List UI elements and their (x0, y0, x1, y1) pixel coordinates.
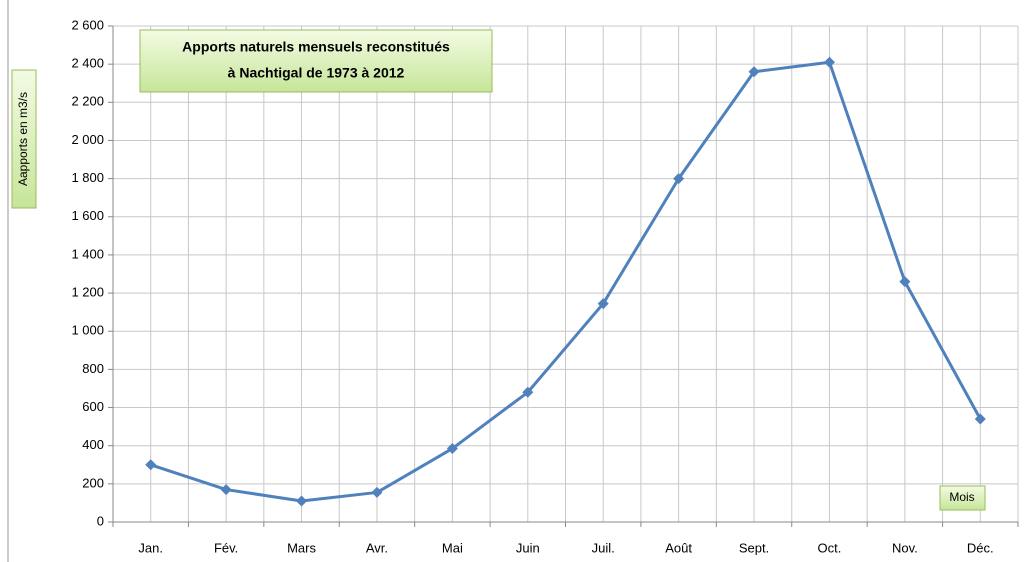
data-point (522, 386, 534, 398)
x-axis-label: Mois (949, 490, 974, 504)
chart-title: à Nachtigal de 1973 à 2012 (228, 65, 405, 81)
data-point (220, 484, 232, 496)
x-tick-label: Mai (442, 540, 463, 555)
y-tick-label: 2 200 (71, 94, 104, 109)
data-point (145, 459, 157, 471)
title-box (139, 29, 493, 93)
data-point (597, 298, 609, 310)
data-point (974, 413, 986, 425)
x-label-box (939, 485, 986, 511)
data-point (296, 495, 308, 507)
x-tick-label: Sept. (739, 540, 769, 555)
y-tick-label: 400 (82, 437, 104, 452)
x-tick-label: Mars (287, 540, 316, 555)
x-tick-label: Avr. (366, 540, 388, 555)
x-tick-label: Oct. (818, 540, 842, 555)
y-tick-label: 2 600 (71, 17, 104, 32)
y-tick-label: 2 400 (71, 56, 104, 71)
x-tick-label: Nov. (892, 540, 918, 555)
y-tick-label: 0 (97, 513, 104, 528)
chart-title: Apports naturels mensuels reconstitués (182, 39, 450, 55)
x-tick-label: Août (665, 540, 692, 555)
data-point (823, 56, 835, 68)
x-tick-label: Fév. (214, 540, 238, 555)
data-point (371, 486, 383, 498)
y-label-box (11, 69, 37, 209)
plot-area: 0 200 400 600 800 1 000 1 200 1 400 1 600 1 800 2 … (71, 17, 1019, 555)
y-tick-label: 2 000 (71, 132, 104, 147)
data-point (748, 66, 760, 78)
data-point (446, 443, 458, 455)
y-axis-label: Aapports en m3/s (16, 92, 30, 186)
y-tick-label: 1 600 (71, 208, 104, 223)
y-tick-label: 200 (82, 475, 104, 490)
x-tick-label: Déc. (967, 540, 994, 555)
y-tick-label: 1 000 (71, 323, 104, 338)
y-tick-label: 600 (82, 399, 104, 414)
y-tick-label: 1 800 (71, 170, 104, 185)
y-tick-label: 1 200 (71, 285, 104, 300)
data-point (899, 276, 911, 288)
x-tick-label: Juil. (592, 540, 615, 555)
data-point (673, 173, 685, 185)
data-line (150, 60, 982, 503)
x-tick-label: Juin (516, 540, 540, 555)
x-tick-label: Jan. (138, 540, 163, 555)
y-tick-label: 800 (82, 361, 104, 376)
y-tick-label: 1 400 (71, 246, 104, 261)
